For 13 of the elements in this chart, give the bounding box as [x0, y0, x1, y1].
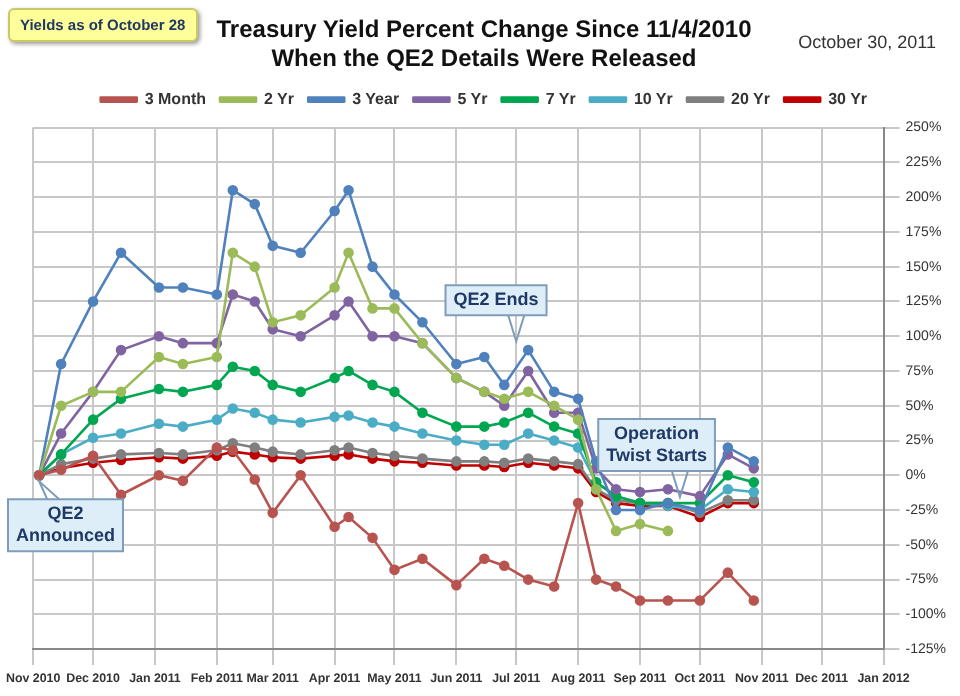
- legend-label: 2 Yr: [264, 90, 294, 109]
- legend-label: 10 Yr: [633, 90, 673, 109]
- legend-label: 20 Yr: [731, 90, 770, 109]
- annotation: Operation Twist Starts: [606, 423, 707, 466]
- legend-label: 7 Yr: [545, 90, 576, 109]
- legend-label: 3 Month: [144, 90, 207, 109]
- legend-label: 30 Yr: [828, 90, 868, 109]
- annotation: QE2 Ends: [453, 289, 539, 310]
- chart-title: Treasury Yield Percent Change Since 11/4/2010 When the QE2 Details Were Released: [216, 15, 753, 72]
- legend-label: 3 Year: [352, 90, 400, 109]
- annotation: QE2 Announced: [16, 503, 115, 546]
- legend-label: 5 Yr: [457, 90, 488, 109]
- text: October 30, 2011: [798, 32, 936, 52]
